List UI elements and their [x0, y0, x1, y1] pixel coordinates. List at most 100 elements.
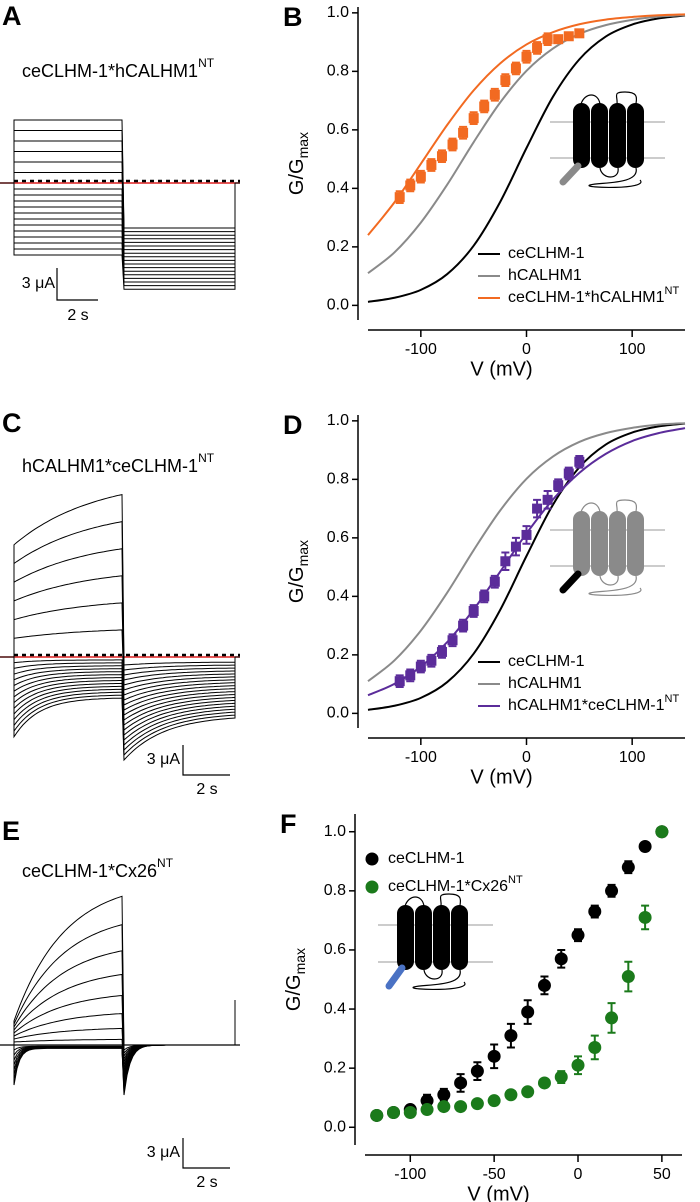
y-axis-label: G/Gmax [283, 948, 307, 1011]
loop [412, 969, 466, 991]
scale-label: 2 s [67, 307, 88, 324]
data-point [638, 910, 652, 924]
current-trace [0, 1038, 240, 1072]
y-tick-label: 0.2 [327, 238, 349, 255]
current-trace [0, 924, 240, 1055]
current-trace [0, 182, 240, 290]
data-point [504, 1029, 518, 1043]
data-point [554, 1070, 568, 1084]
fit-curve [367, 13, 686, 236]
data-point [588, 1040, 602, 1054]
data-point [405, 670, 416, 681]
data-point [468, 605, 479, 616]
data-point [504, 1088, 518, 1102]
current-trace [0, 1044, 240, 1078]
current-trace [0, 656, 240, 762]
n-terminus [385, 964, 406, 990]
x-axis-label: V (mV) [470, 358, 532, 380]
current-trace [0, 1044, 240, 1084]
current-trace [0, 140, 240, 236]
current-trace [0, 1044, 240, 1087]
data-point [394, 676, 405, 687]
loop [580, 499, 638, 513]
n-terminus [559, 570, 582, 594]
current-trace [0, 493, 240, 666]
y-tick-label: 0.6 [327, 529, 349, 546]
fit-curve [367, 422, 686, 711]
data-point [510, 63, 521, 74]
x-tick-label: 0 [522, 749, 531, 766]
current-trace [0, 520, 240, 671]
channel-inset [550, 499, 665, 597]
data-point [621, 970, 635, 984]
data-point [500, 556, 511, 567]
current-trace [0, 1044, 240, 1093]
y-tick-label: 0.8 [327, 63, 349, 80]
data-point [571, 1058, 585, 1072]
data-point [638, 840, 652, 854]
x-tick-label: 100 [619, 341, 646, 358]
panel-label: C [2, 408, 22, 438]
panel-label: D [283, 410, 303, 440]
current-trace [0, 1044, 240, 1081]
current-trace [0, 656, 240, 721]
data-point [537, 1076, 551, 1090]
data-point [542, 34, 553, 45]
legend-text: ceCLHM-1 [508, 245, 585, 262]
data-point [487, 1049, 501, 1063]
data-point [553, 34, 564, 45]
legend-label: ceCLHM-1 [508, 245, 585, 262]
data-point [454, 1100, 468, 1114]
helix [609, 511, 626, 576]
data-point [588, 905, 602, 919]
data-point [370, 1108, 384, 1122]
y-tick-label: 1.0 [324, 823, 346, 840]
current-trace [0, 1044, 240, 1090]
data-point [436, 646, 447, 657]
data-point [554, 952, 568, 966]
fit-curve [367, 14, 686, 303]
panel-label: A [2, 1, 22, 31]
helix [627, 103, 644, 168]
current-trace [0, 656, 240, 752]
scale-label: 2 s [196, 781, 217, 798]
x-tick-label: -100 [405, 749, 437, 766]
y-tick-label: 1.0 [327, 4, 349, 21]
data-point [537, 978, 551, 992]
data-point [500, 75, 511, 86]
data-point [405, 180, 416, 191]
title-superscript: NT [157, 856, 174, 870]
data-point [403, 1105, 417, 1119]
data-point [420, 1103, 434, 1117]
scale-bar [182, 745, 230, 776]
data-point [436, 151, 447, 162]
current-trace [0, 656, 240, 747]
current-trace [0, 119, 240, 229]
data-point [563, 31, 574, 42]
data-point [415, 171, 426, 182]
data-point [532, 42, 543, 53]
panel-title: ceCLHM-1*hCALHM1NT [22, 56, 215, 81]
x-tick-label: -100 [394, 1166, 426, 1183]
legend-label: ceCLHM-1 [388, 850, 465, 867]
data-point [521, 1085, 535, 1099]
data-point [521, 51, 532, 62]
data-point [447, 139, 458, 150]
y-label-subscript: max [295, 132, 311, 158]
data-point [487, 1094, 501, 1108]
data-point [553, 480, 564, 491]
x-axis-label: V (mV) [470, 766, 532, 788]
data-point [655, 825, 669, 839]
title-superscript: NT [198, 56, 215, 70]
helix [415, 905, 432, 970]
legend-superscript: NT [665, 693, 680, 705]
data-point [521, 529, 532, 540]
y-label-subscript: max [292, 948, 308, 974]
y-label-text: G/G [283, 974, 305, 1011]
scale-label: 2 s [196, 1174, 217, 1191]
current-trace [0, 1044, 240, 1096]
y-label-text: G/G [286, 158, 308, 195]
data-point [521, 1005, 535, 1019]
scale-bar [182, 1138, 230, 1169]
scale-bar [56, 268, 98, 301]
